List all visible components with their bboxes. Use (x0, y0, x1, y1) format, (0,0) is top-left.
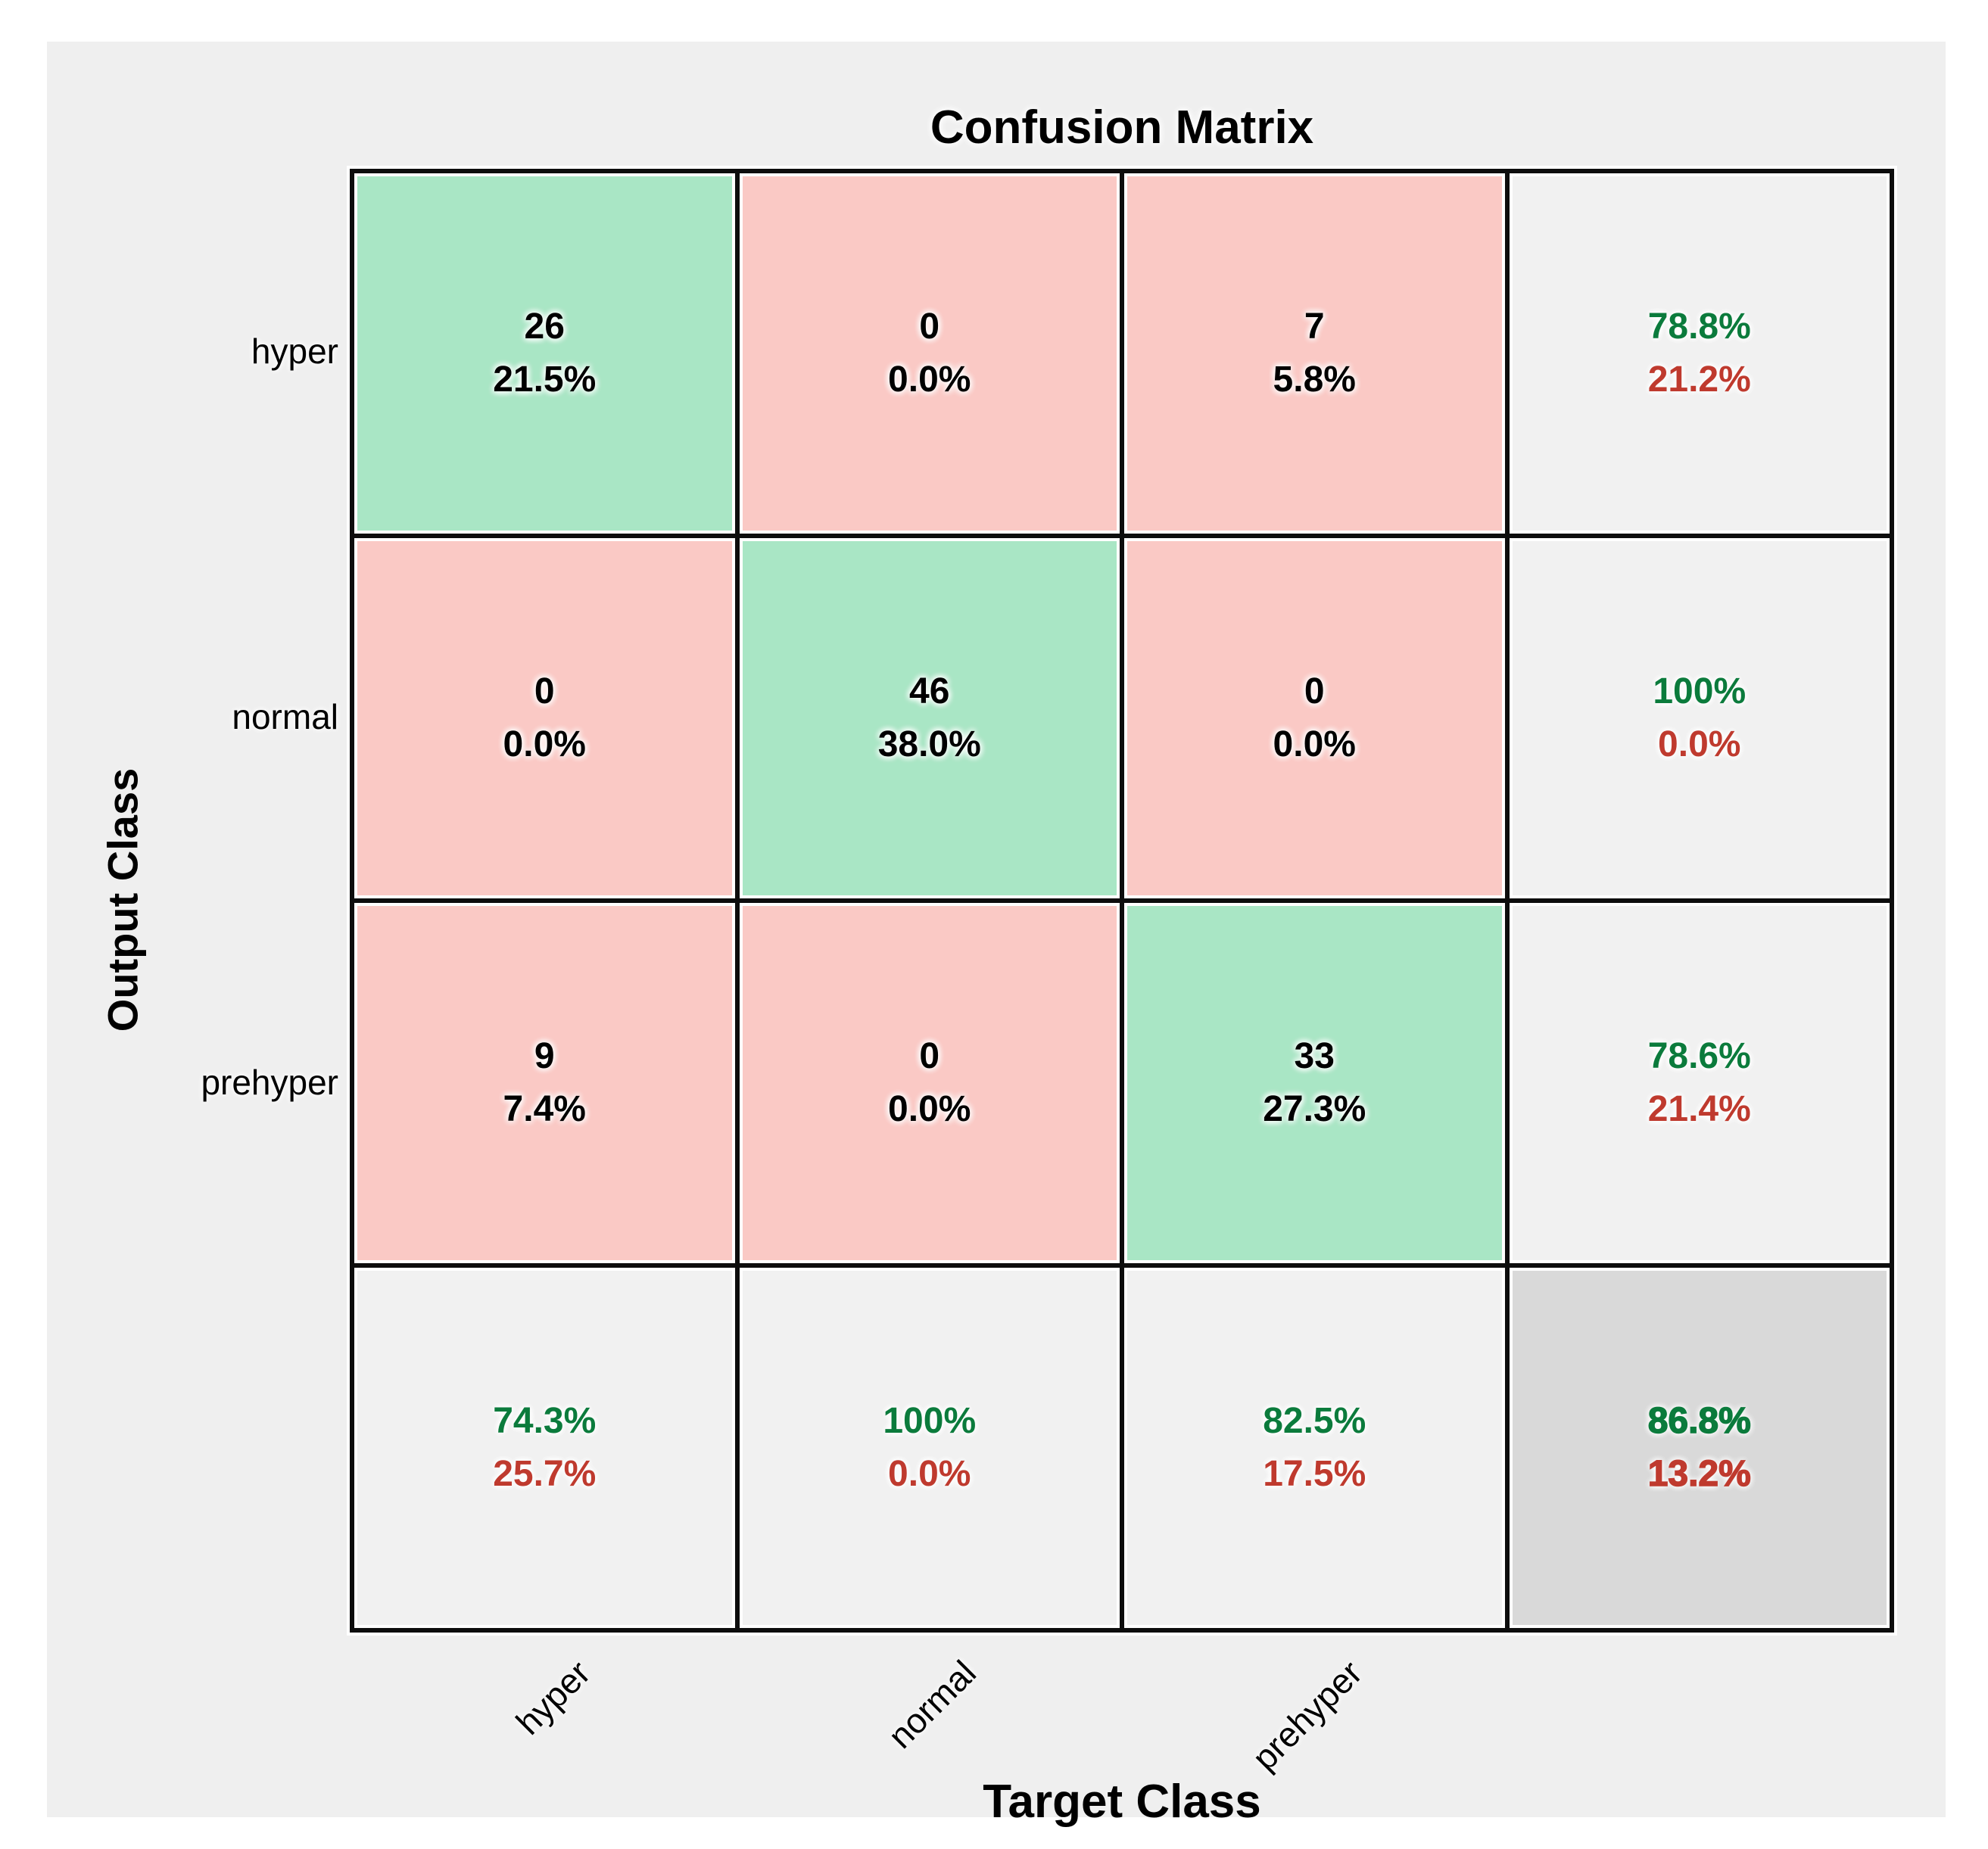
chart-title: Confusion Matrix (930, 101, 1314, 154)
matrix-cell-r1c1: 26 21.5% (354, 173, 735, 534)
cell-percent: 21.5% (493, 360, 597, 400)
overall-accuracy-cell: 86.8% 13.2% (1509, 1268, 1890, 1628)
col-summary-incorrect: 0.0% (888, 1454, 971, 1494)
plot-panel: Confusion Matrix Output Class hyper norm… (47, 42, 1946, 1828)
row-summary-incorrect: 21.4% (1647, 1089, 1751, 1129)
col-summary-c2: 100% 0.0% (739, 1268, 1120, 1628)
x-axis-label: Target Class (983, 1776, 1261, 1828)
cell-percent: 38.0% (877, 724, 981, 764)
row-summary-r2: 100% 0.0% (1509, 538, 1890, 898)
cell-percent: 27.3% (1263, 1089, 1366, 1129)
cell-percent: 7.4% (503, 1089, 586, 1129)
cell-percent: 0.0% (1273, 724, 1356, 764)
col-summary-correct: 100% (883, 1401, 977, 1442)
row-summary-incorrect: 21.2% (1647, 360, 1751, 400)
col-summary-correct: 82.5% (1263, 1401, 1366, 1442)
matrix-cell-r2c3: 0 0.0% (1124, 538, 1505, 898)
col-summary-incorrect: 17.5% (1263, 1454, 1366, 1494)
matrix-cell-r2c2: 46 38.0% (739, 538, 1120, 898)
matrix-cell-r1c3: 7 5.8% (1124, 173, 1505, 534)
row-summary-correct: 100% (1653, 671, 1747, 712)
matrix-cell-r1c2: 0 0.0% (739, 173, 1120, 534)
cell-percent: 0.0% (888, 1089, 971, 1129)
cell-count: 46 (909, 671, 950, 712)
cell-count: 9 (534, 1036, 555, 1077)
col-summary-c3: 82.5% 17.5% (1124, 1268, 1505, 1628)
col-summary-correct: 74.3% (493, 1401, 597, 1442)
cell-count: 0 (919, 1036, 940, 1077)
cell-count: 0 (919, 307, 940, 347)
row-label-prehyper: prehyper (201, 1063, 338, 1102)
row-label-hyper: hyper (251, 332, 338, 371)
cell-percent: 5.8% (1273, 360, 1356, 400)
col-summary-incorrect: 25.7% (493, 1454, 597, 1494)
matrix-cell-r3c1: 9 7.4% (354, 903, 735, 1263)
row-summary-r1: 78.8% 21.2% (1509, 173, 1890, 534)
row-summary-r3: 78.6% 21.4% (1509, 903, 1890, 1263)
cell-count: 0 (534, 671, 555, 712)
overall-incorrect: 13.2% (1647, 1453, 1752, 1494)
cell-count: 0 (1304, 671, 1325, 712)
cell-percent: 0.0% (503, 724, 586, 764)
matrix-cell-r2c1: 0 0.0% (354, 538, 735, 898)
col-summary-c1: 74.3% 25.7% (354, 1268, 735, 1628)
cell-count: 7 (1304, 307, 1325, 347)
row-summary-correct: 78.8% (1647, 307, 1751, 347)
row-label-normal: normal (232, 697, 338, 736)
confusion-matrix-grid: 26 21.5% 0 0.0% 7 5.8% 78.8% 21.2% 0 0.0… (350, 169, 1894, 1633)
y-axis-label: Output Class (98, 767, 147, 1032)
row-summary-correct: 78.6% (1647, 1036, 1751, 1077)
cell-percent: 0.0% (888, 360, 971, 400)
cell-count: 33 (1294, 1036, 1335, 1077)
cell-count: 26 (524, 307, 565, 347)
matrix-cell-r3c2: 0 0.0% (739, 903, 1120, 1263)
matrix-cell-r3c3: 33 27.3% (1124, 903, 1505, 1263)
overall-correct: 86.8% (1647, 1401, 1752, 1442)
row-summary-incorrect: 0.0% (1658, 724, 1741, 764)
